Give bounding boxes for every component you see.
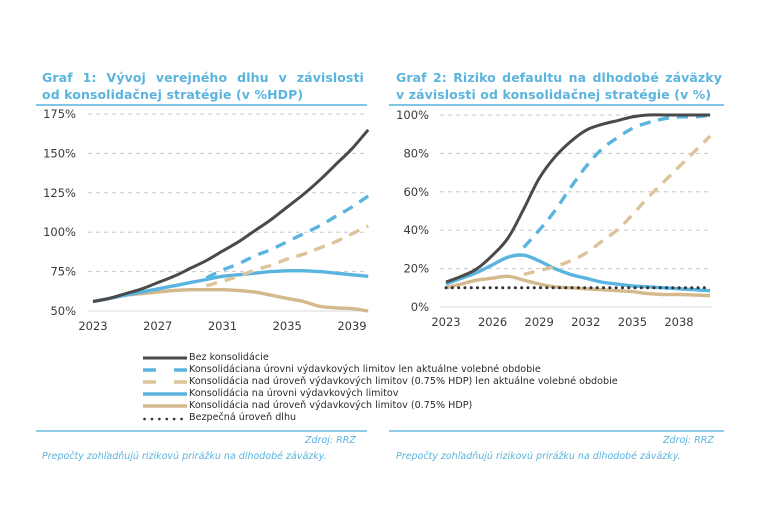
series-line-4 bbox=[92, 269, 369, 304]
chart1-title-line1: Graf 1: Vývoj verejného dlhu v závislost… bbox=[42, 69, 364, 86]
series-line-2 bbox=[522, 113, 711, 249]
chart2-title-divider bbox=[389, 104, 724, 106]
series-line-1 bbox=[445, 113, 711, 284]
title-word: 1: bbox=[82, 70, 97, 85]
title-word: na bbox=[568, 70, 587, 85]
title-word: defaultu bbox=[502, 70, 563, 85]
title-word: dlhu bbox=[237, 70, 269, 85]
x-tick-label: 2023 bbox=[431, 315, 460, 329]
y-tick-label: 40% bbox=[403, 223, 429, 237]
y-tick-label: 100% bbox=[43, 225, 76, 239]
y-tick-label: 20% bbox=[403, 262, 429, 276]
y-tick-label: 75% bbox=[50, 265, 76, 279]
chart2-title: Graf 2: Riziko defaultu na dlhodobé závä… bbox=[396, 69, 722, 103]
title-word: 2: bbox=[433, 70, 447, 85]
title-word: záväzky bbox=[665, 70, 722, 85]
x-tick-label: 2026 bbox=[478, 315, 507, 329]
legend-label: Bez konsolidácie bbox=[189, 352, 269, 363]
chart1-footer-divider bbox=[36, 430, 367, 432]
legend-item: Konsolidácia nad úroveň výdavkových limi… bbox=[143, 376, 618, 388]
y-tick-label: 175% bbox=[43, 107, 76, 121]
legend-swatch-icon bbox=[143, 368, 187, 372]
chart2-title-line2: v závislosti od konsolidačnej stratégie … bbox=[396, 87, 712, 102]
title-word: v bbox=[278, 70, 287, 85]
y-tick-label: 50% bbox=[50, 304, 76, 318]
title-word: Riziko bbox=[453, 70, 496, 85]
series-line-5 bbox=[445, 274, 711, 298]
legend-item: Bez konsolidácie bbox=[143, 352, 618, 364]
chart-legend: Bez konsolidácie Konsolidáciana úrovni vý… bbox=[143, 352, 618, 425]
chart2-note: Prepočty zohľadňujú rizikovú prirážku na… bbox=[396, 451, 681, 462]
title-word: verejného bbox=[155, 70, 228, 85]
legend-label: Konsolidácia nad úroveň výdavkových limi… bbox=[189, 400, 473, 412]
chart2-footer-divider bbox=[389, 430, 724, 432]
legend-label: Bezpečná úroveň dlhu bbox=[189, 412, 297, 424]
series-line-3 bbox=[523, 134, 712, 277]
legend-item: Konsolidácia na úrovni výdavkových limit… bbox=[143, 388, 618, 400]
series-line-3 bbox=[205, 224, 369, 288]
title-word: Vývoj bbox=[106, 70, 146, 85]
legend-swatch-icon bbox=[143, 356, 187, 360]
chart1-source: Zdroj: RRZ bbox=[305, 435, 356, 446]
chart1-title: Graf 1: Vývoj verejného dlhu v závislost… bbox=[42, 69, 364, 103]
legend-swatch-icon bbox=[143, 404, 187, 409]
title-word: dlhodobé bbox=[592, 70, 659, 85]
chart2-source: Zdroj: RRZ bbox=[663, 435, 714, 446]
x-tick-label: 2038 bbox=[664, 315, 693, 329]
y-tick-label: 150% bbox=[43, 146, 76, 160]
title-word: závislosti bbox=[296, 70, 364, 85]
y-tick-label: 80% bbox=[403, 146, 429, 160]
legend-item: Bezpečná úroveň dlhu bbox=[143, 412, 618, 424]
legend-swatch-icon bbox=[143, 417, 187, 420]
x-tick-label: 2039 bbox=[337, 319, 366, 333]
chart1-title-divider bbox=[36, 104, 367, 106]
series-line-4 bbox=[445, 253, 711, 293]
x-tick-label: 2031 bbox=[208, 319, 237, 333]
x-tick-label: 2035 bbox=[273, 319, 302, 333]
legend-swatch-icon bbox=[143, 392, 187, 397]
chart1-title-line2: od konsolidačnej stratégie (v %HDP) bbox=[42, 87, 304, 102]
legend-label: Konsolidácia nad úroveň výdavkových limi… bbox=[189, 376, 618, 388]
title-word: Graf bbox=[42, 70, 73, 85]
y-tick-label: 125% bbox=[43, 186, 76, 200]
legend-item: Konsolidáciana úrovni výdavkových limito… bbox=[143, 364, 618, 376]
y-tick-label: 0% bbox=[411, 300, 429, 314]
x-tick-label: 2032 bbox=[571, 315, 600, 329]
x-tick-label: 2029 bbox=[525, 315, 554, 329]
y-tick-label: 60% bbox=[403, 185, 429, 199]
x-tick-label: 2035 bbox=[618, 315, 647, 329]
chart2-title-line1: Graf 2: Riziko defaultu na dlhodobé závä… bbox=[396, 69, 722, 86]
legend-label: Konsolidáciana úrovni výdavkových limito… bbox=[189, 364, 541, 376]
legend-item: Konsolidácia nad úroveň výdavkových limi… bbox=[143, 400, 618, 412]
y-tick-label: 100% bbox=[396, 108, 429, 122]
x-tick-label: 2027 bbox=[143, 319, 172, 333]
series-line-1 bbox=[92, 128, 370, 303]
x-tick-label: 2023 bbox=[78, 319, 107, 333]
legend-swatch-icon bbox=[143, 380, 187, 384]
title-word: Graf bbox=[396, 70, 427, 85]
legend-label: Konsolidácia na úrovni výdavkových limit… bbox=[189, 388, 399, 400]
chart1-note: Prepočty zohľadňujú rizikovú prirážku na… bbox=[42, 451, 327, 462]
